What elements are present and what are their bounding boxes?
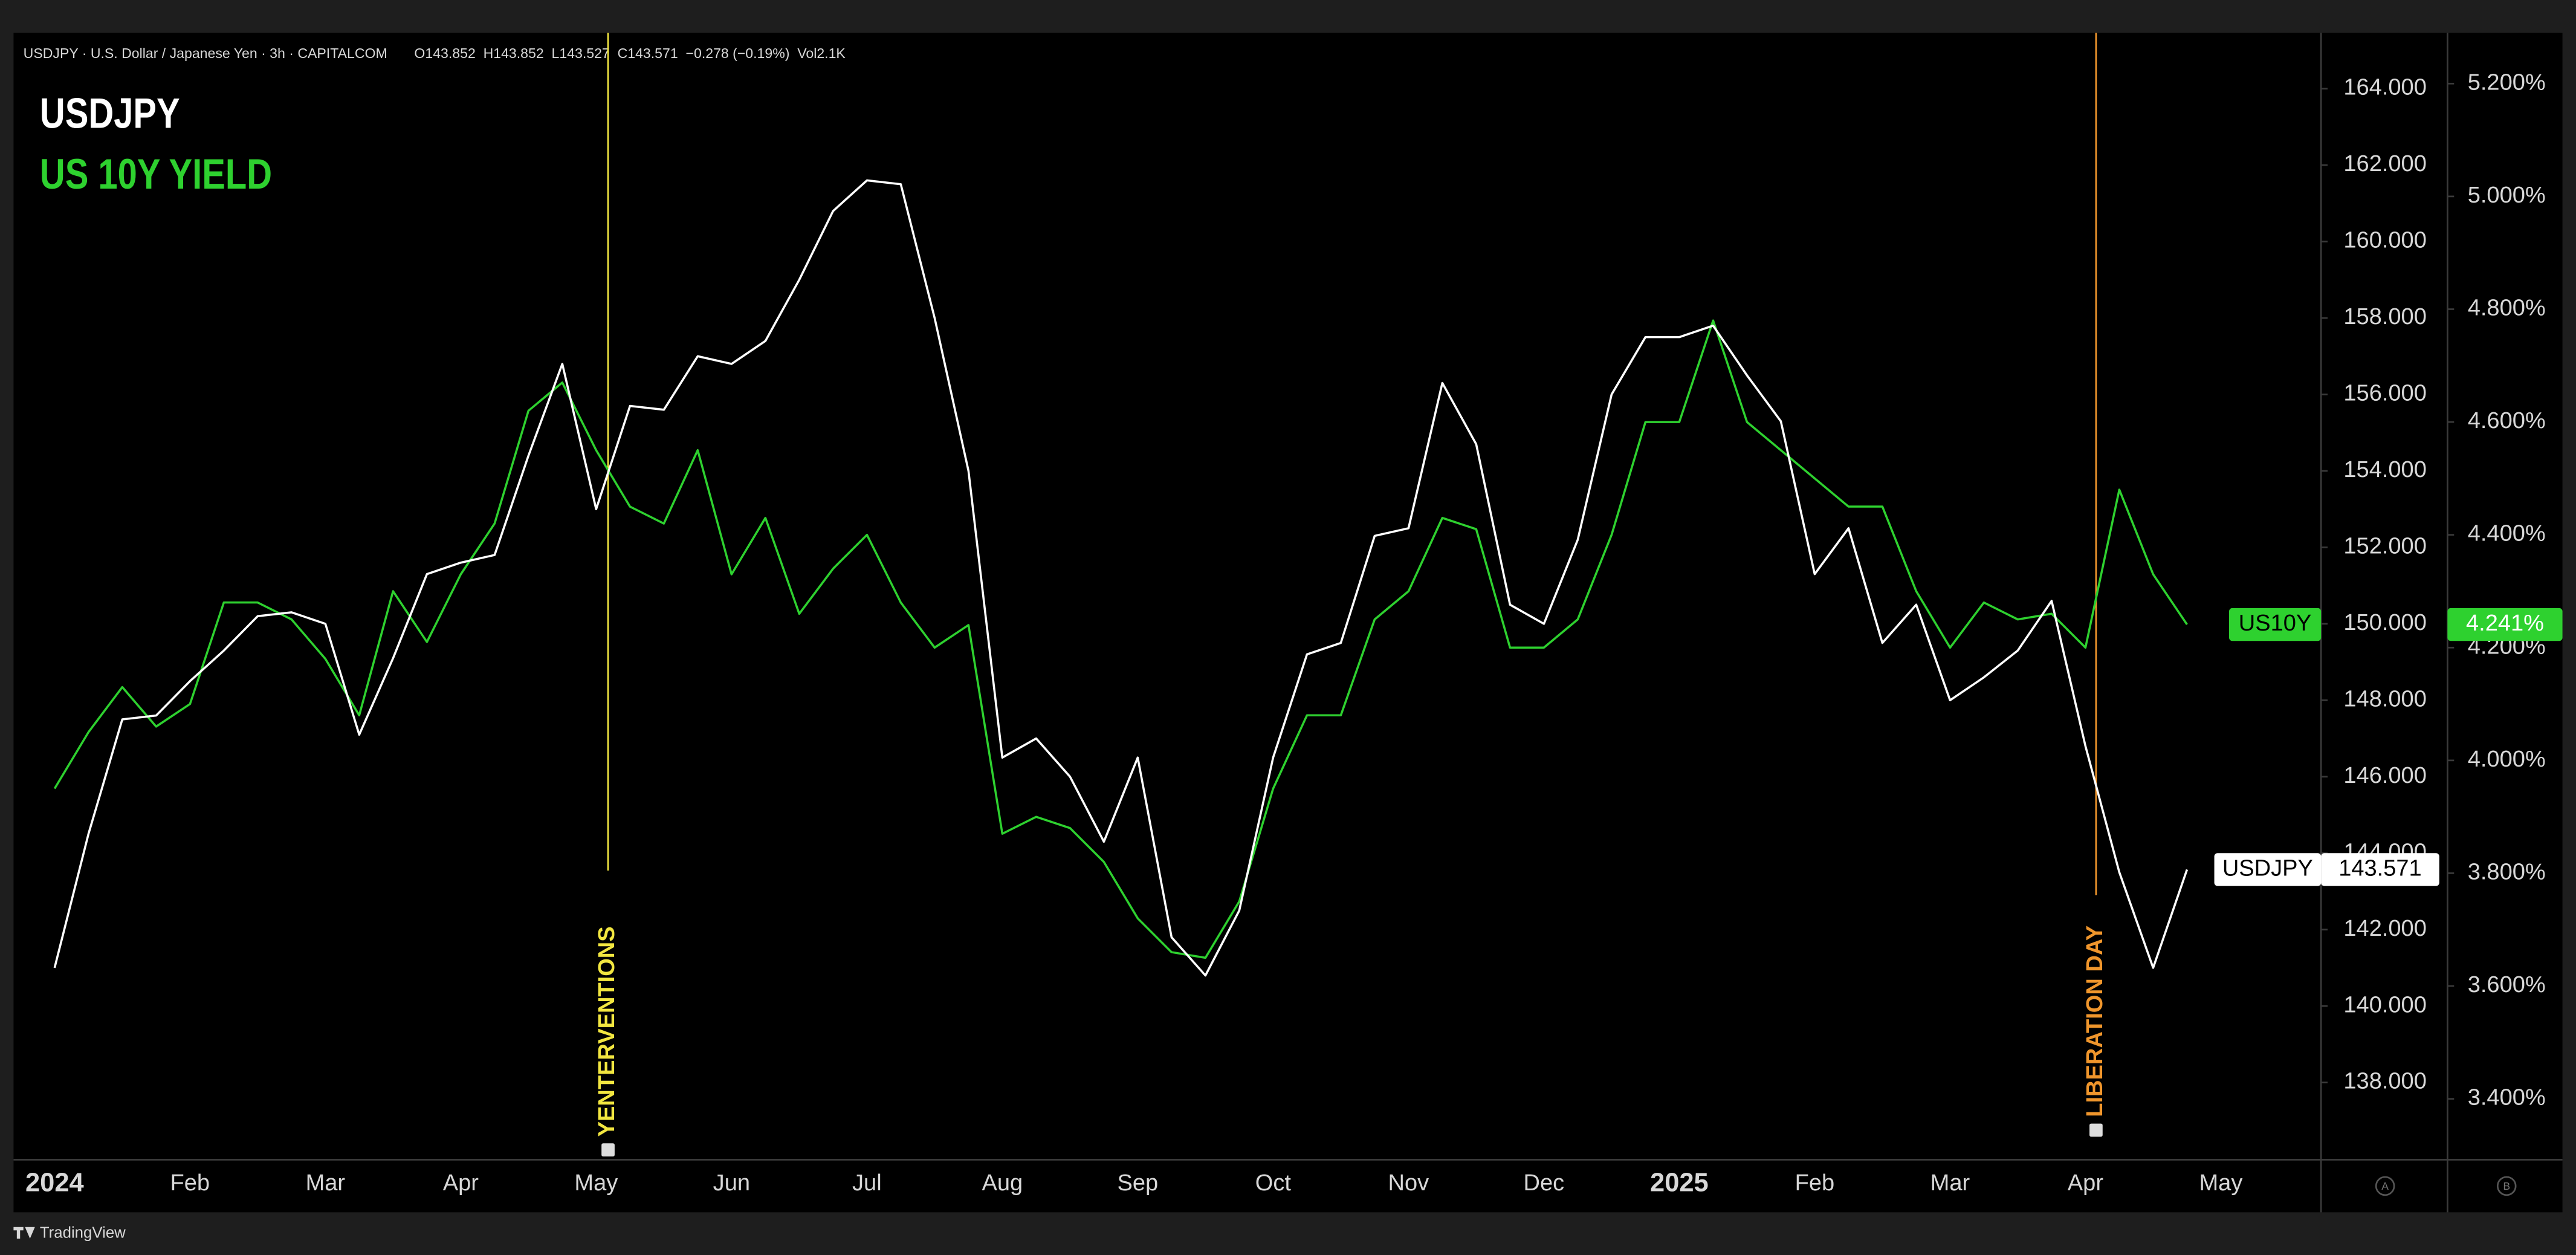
- y2-tick-label: 5.000%: [2468, 183, 2546, 208]
- axes: 138.000140.000142.000144.000146.000148.0…: [25, 70, 2546, 1197]
- logo-icon: [13, 1227, 35, 1239]
- event-label: YENTERVENTIONS: [594, 926, 620, 1137]
- y-tick-label: 164.000: [2343, 75, 2426, 100]
- y2-tick-label: 4.000%: [2468, 747, 2546, 772]
- y-tick-label: 156.000: [2343, 381, 2426, 406]
- x-tick-label: Apr: [2068, 1170, 2104, 1196]
- x-tick-label: Feb: [170, 1170, 210, 1196]
- y2-tick-label: 4.600%: [2468, 408, 2546, 433]
- series-tag-bg: [2214, 853, 2322, 886]
- y2-tick-label: 4.800%: [2468, 296, 2546, 321]
- scale-button-label: A: [2381, 1180, 2389, 1192]
- series-tag: USDJPY: [2222, 855, 2313, 881]
- x-tick-label: Dec: [1524, 1170, 1565, 1196]
- y2-tick-label: 3.400%: [2468, 1085, 2546, 1111]
- symbol-info: USDJPY · U.S. Dollar / Japanese Yen · 3h…: [24, 45, 387, 61]
- branding: TradingView: [40, 1224, 126, 1241]
- price-tag-bg: [2321, 853, 2439, 886]
- x-tick-label: Oct: [1255, 1170, 1292, 1196]
- series-tag: US10Y: [2239, 611, 2312, 636]
- y-tick-label: 152.000: [2343, 533, 2426, 559]
- annotations: YENTERVENTIONS LIBERATION DAY: [594, 33, 2108, 1156]
- y-tick-label: 150.000: [2343, 610, 2426, 635]
- y2-tick-label: 4.400%: [2468, 521, 2546, 546]
- x-tick-label: Sep: [1118, 1170, 1159, 1196]
- y-tick-label: 158.000: [2343, 304, 2426, 329]
- y-tick-label: 154.000: [2343, 457, 2426, 482]
- legend-entry: USDJPY: [40, 89, 180, 137]
- series-lines: [53, 179, 2189, 977]
- x-tick-label: 2025: [1650, 1169, 1709, 1198]
- event-icon: [2089, 1123, 2103, 1137]
- x-tick-label: Nov: [1388, 1170, 1429, 1196]
- y-tick-label: 148.000: [2343, 686, 2426, 712]
- price-tag: 143.571: [2338, 855, 2421, 881]
- y-tick-label: 146.000: [2343, 763, 2426, 788]
- event-label: LIBERATION DAY: [2082, 926, 2108, 1117]
- x-tick-label: Aug: [982, 1170, 1023, 1196]
- series-tag-bg: [2229, 608, 2322, 641]
- scale-button[interactable]: [2496, 1176, 2517, 1196]
- legend-entry: US 10Y YIELD: [40, 151, 272, 198]
- y-tick-label: 142.000: [2343, 916, 2426, 941]
- y-tick-label: 162.000: [2343, 151, 2426, 177]
- price-tag-bg: [2447, 608, 2563, 641]
- x-tick-label: Jul: [852, 1170, 882, 1196]
- scale-button-label: B: [2503, 1180, 2510, 1192]
- price-tags: USDJPY 143.571 US10Y 4.241%: [2214, 608, 2563, 886]
- scale-button[interactable]: [2375, 1176, 2395, 1196]
- event-icon: [601, 1143, 615, 1156]
- y-tick-label: 160.000: [2343, 228, 2426, 253]
- x-tick-label: Jun: [713, 1170, 750, 1196]
- x-tick-label: Mar: [1930, 1170, 1970, 1196]
- price-tag: 4.241%: [2466, 611, 2544, 636]
- y-tick-label: 140.000: [2343, 992, 2426, 1017]
- y2-tick-label: 3.800%: [2468, 860, 2546, 885]
- x-tick-label: Apr: [443, 1170, 479, 1196]
- chart-area: [13, 33, 2563, 1213]
- x-tick-label: Feb: [1795, 1170, 1835, 1196]
- x-tick-label: May: [2199, 1170, 2242, 1196]
- y-tick-label: 138.000: [2343, 1069, 2426, 1094]
- y2-tick-label: 3.600%: [2468, 972, 2546, 997]
- x-tick-label: 2024: [25, 1169, 84, 1198]
- x-tick-label: Mar: [306, 1170, 346, 1196]
- series-line: [53, 179, 2189, 977]
- x-tick-label: May: [574, 1170, 618, 1196]
- footer: TradingView A B: [13, 1176, 2517, 1241]
- ohlc: O143.852 H143.852 L143.527 C143.571 −0.2…: [414, 45, 846, 61]
- y2-tick-label: 5.200%: [2468, 70, 2546, 95]
